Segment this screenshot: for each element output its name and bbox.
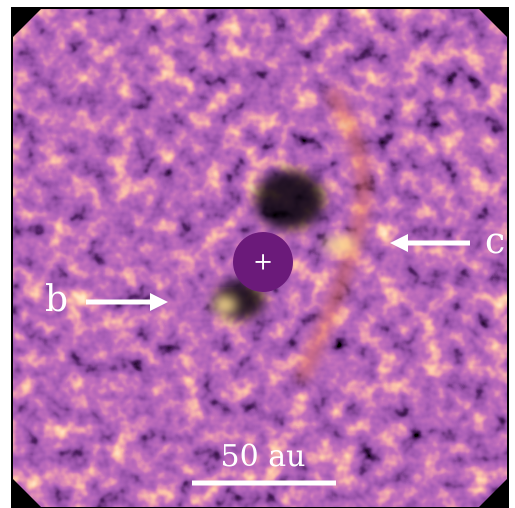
scale-bar-label: 50 au [221,439,306,474]
label-c: c [485,221,505,262]
planet-c-blob [324,237,356,253]
star-marker: + [253,248,273,276]
image: + c b 50 au [0,0,515,508]
planet-b-blob [213,296,237,314]
label-b: b [45,279,68,320]
